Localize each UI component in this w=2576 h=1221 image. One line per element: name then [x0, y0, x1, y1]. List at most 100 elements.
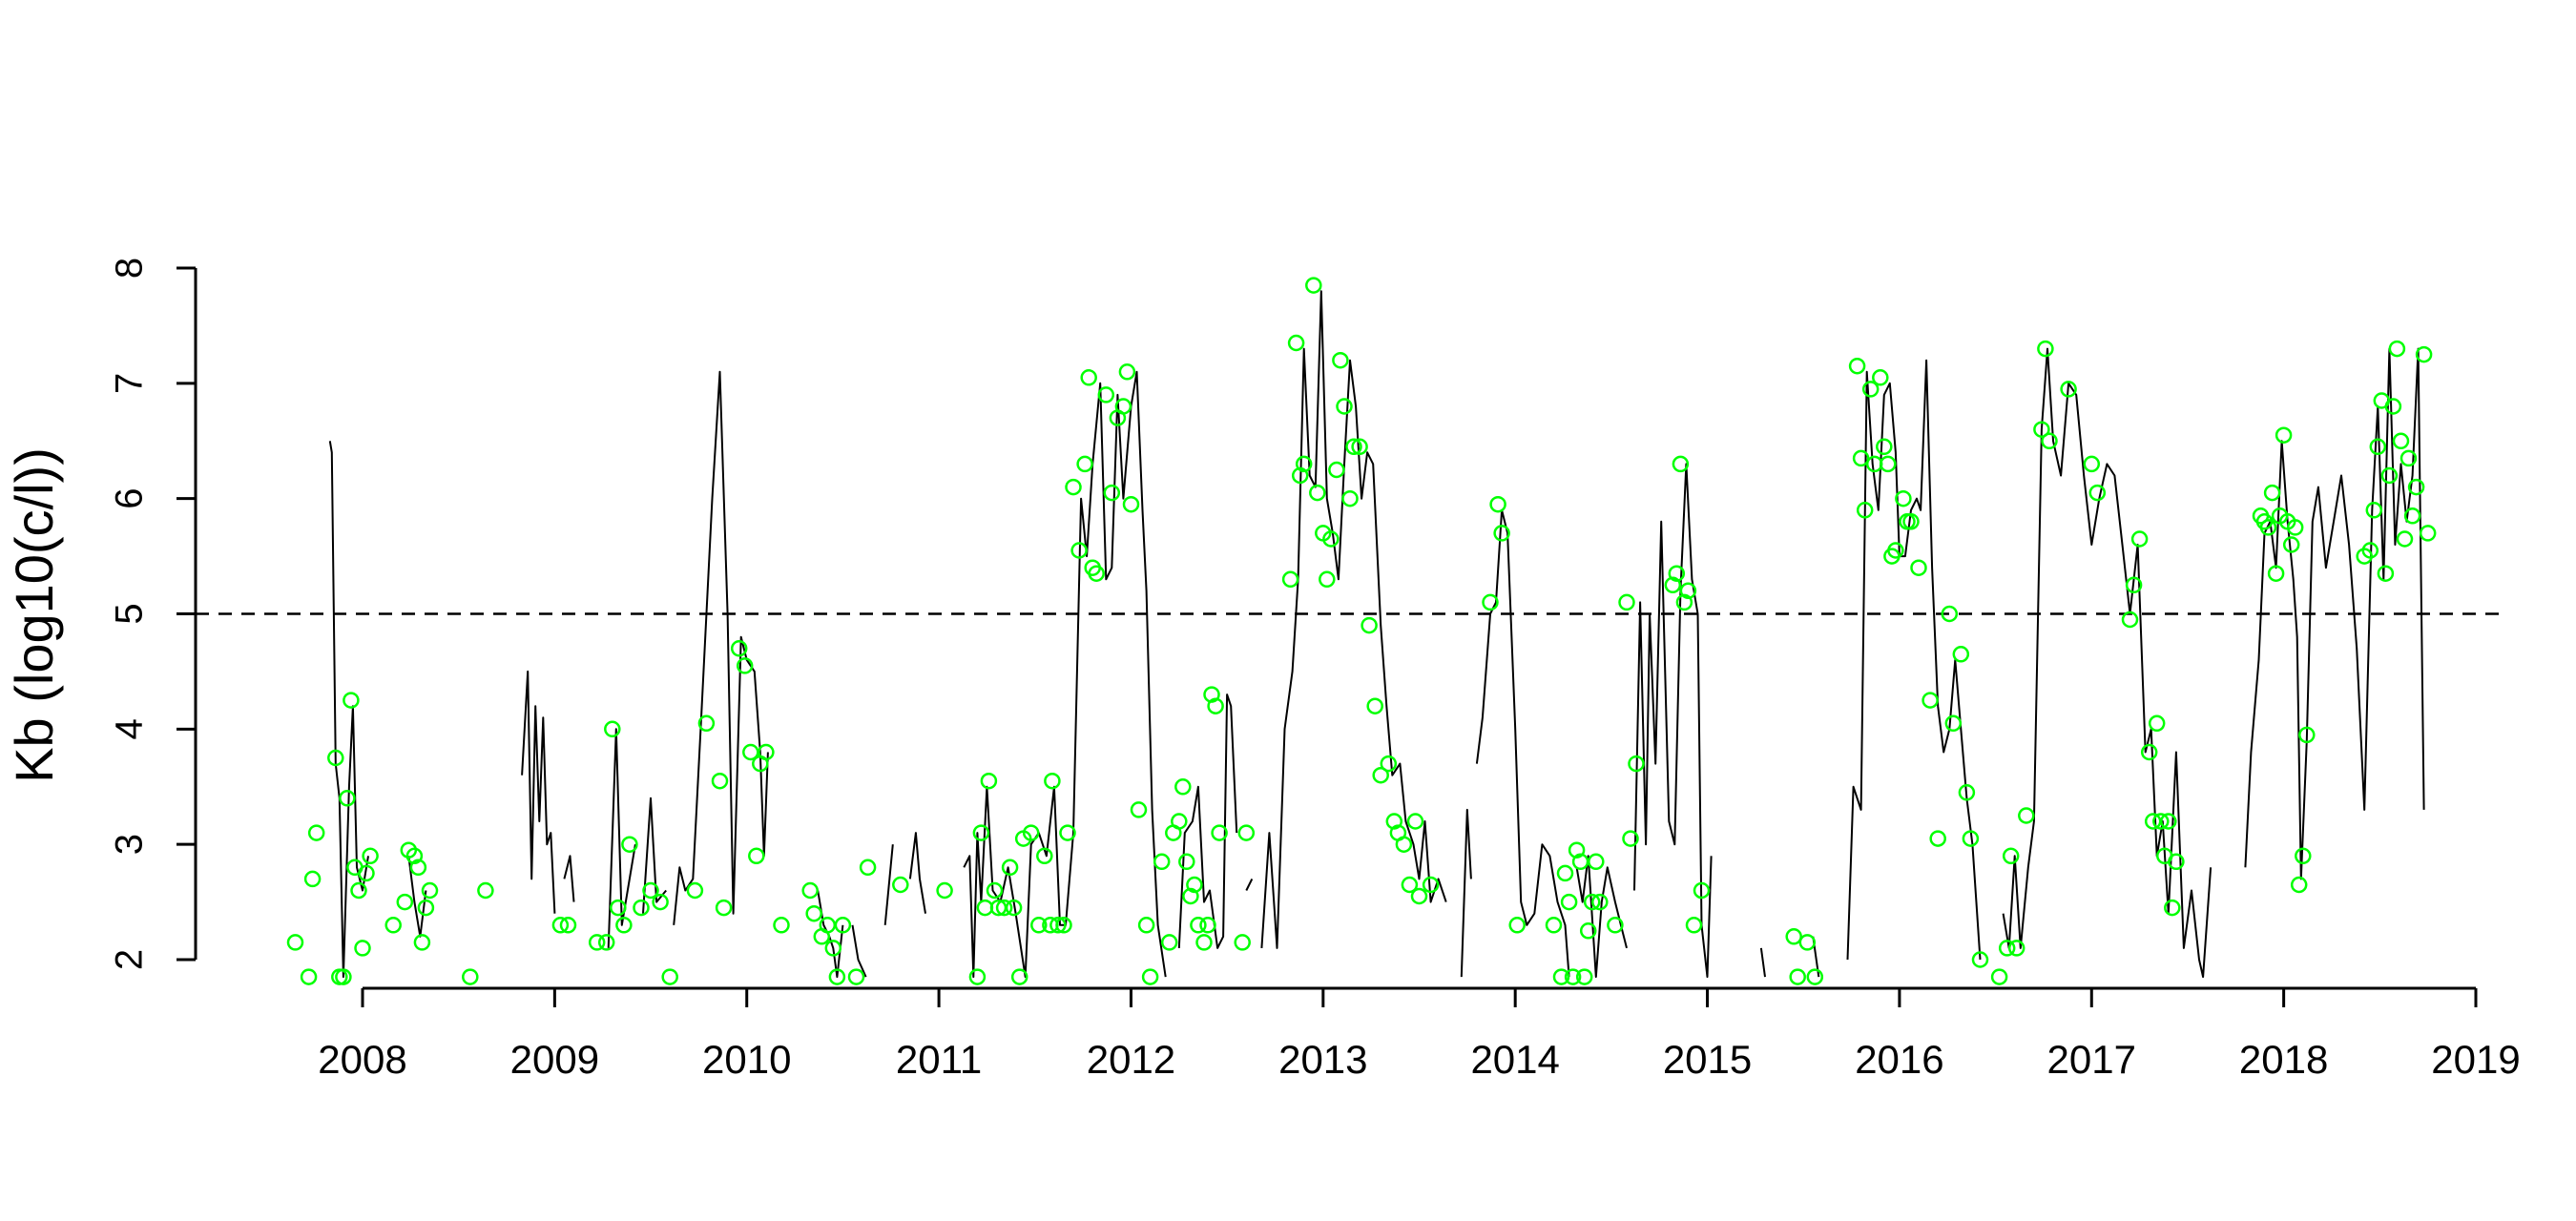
- data-point: [1351, 438, 1368, 456]
- x-tick-label: 2010: [702, 1037, 791, 1082]
- data-point: [1941, 605, 1959, 623]
- y-tick-label: 6: [109, 488, 151, 509]
- data-point: [462, 968, 479, 985]
- data-point: [1958, 784, 1976, 801]
- data-point: [409, 859, 427, 877]
- series-line: [1475, 508, 1570, 978]
- data-point: [2088, 484, 2107, 502]
- data-point: [1887, 542, 1904, 559]
- data-point: [1508, 917, 1526, 934]
- data-point: [1971, 951, 1989, 968]
- data-point: [995, 899, 1013, 917]
- series-line: [328, 441, 369, 979]
- series-line: [642, 797, 667, 914]
- series-line: [883, 844, 894, 925]
- series-points-layer: [286, 277, 2437, 985]
- data-point: [588, 934, 606, 951]
- data-point: [1195, 934, 1213, 951]
- x-tick-label: 2011: [896, 1037, 982, 1082]
- data-point: [1672, 455, 1690, 473]
- series-line: [563, 855, 575, 902]
- series-line: [1260, 290, 1447, 949]
- data-point: [339, 790, 356, 807]
- data-point: [1395, 836, 1413, 853]
- data-point: [1922, 692, 1939, 709]
- data-point: [715, 899, 733, 917]
- data-point: [824, 940, 842, 957]
- data-point: [1493, 525, 1510, 542]
- data-point: [2369, 438, 2387, 456]
- data-point: [1336, 398, 1353, 415]
- data-point: [2365, 502, 2383, 519]
- series-line: [1575, 855, 1628, 979]
- data-point: [711, 772, 729, 790]
- data-point: [1401, 876, 1419, 894]
- data-point: [986, 881, 1004, 900]
- data-point: [1174, 778, 1192, 796]
- data-point: [307, 824, 325, 841]
- data-point: [1361, 616, 1378, 634]
- data-point: [773, 917, 790, 934]
- data-point: [327, 749, 344, 767]
- data-point: [736, 657, 754, 674]
- data-point: [405, 847, 424, 865]
- data-point: [1291, 466, 1309, 485]
- data-point: [1798, 934, 1817, 951]
- data-point: [661, 968, 678, 985]
- data-point: [1076, 455, 1093, 473]
- data-point: [1332, 351, 1349, 369]
- data-point: [417, 899, 435, 917]
- data-point: [1861, 381, 1880, 398]
- data-point: [1872, 369, 1889, 386]
- data-point: [604, 720, 621, 738]
- data-point: [730, 640, 748, 657]
- y-tick-label: 8: [109, 258, 151, 279]
- data-point: [1990, 968, 2008, 985]
- data-point: [2164, 899, 2181, 917]
- data-point: [1785, 928, 1802, 945]
- data-point: [2396, 530, 2414, 548]
- data-point: [421, 881, 439, 900]
- data-point: [1848, 357, 1866, 375]
- data-point: [1281, 570, 1299, 589]
- data-point: [801, 881, 819, 900]
- data-point: [2290, 876, 2308, 894]
- series-line: [1633, 463, 1713, 979]
- y-tick-label: 2: [109, 949, 151, 970]
- data-point: [362, 847, 379, 865]
- x-tick-label: 2017: [2047, 1037, 2136, 1082]
- data-point: [1952, 646, 1970, 663]
- data-point: [2361, 542, 2379, 559]
- data-point: [2377, 565, 2395, 582]
- y-tick-label: 3: [109, 834, 151, 855]
- data-point: [1998, 940, 2016, 957]
- data-point: [1044, 772, 1061, 790]
- data-point: [1203, 686, 1220, 703]
- data-point: [2130, 530, 2149, 548]
- data-point: [1607, 917, 1624, 934]
- data-point: [1880, 455, 1897, 473]
- data-point: [1186, 876, 1203, 894]
- series-line: [963, 370, 1167, 979]
- data-point: [1030, 917, 1048, 934]
- data-point: [1545, 917, 1563, 934]
- data-point: [1865, 455, 1883, 473]
- axes: 2 3 4 5 6 7 8 2008 2009 2010 2011 2012 2013 2014 2015 2…: [109, 258, 2521, 1082]
- data-point: [597, 934, 615, 951]
- data-point: [1153, 853, 1171, 871]
- data-point: [1556, 864, 1574, 882]
- data-point: [686, 881, 704, 900]
- data-point: [1322, 530, 1340, 548]
- data-point: [350, 881, 367, 900]
- data-point: [936, 881, 953, 900]
- data-point: [2041, 432, 2058, 450]
- data-point: [1178, 853, 1195, 871]
- data-point: [2152, 813, 2170, 830]
- data-point: [2295, 847, 2312, 865]
- data-point: [1380, 755, 1398, 773]
- data-point: [1560, 893, 1578, 911]
- data-point: [1059, 824, 1076, 841]
- data-point: [477, 881, 494, 900]
- x-tick-label: 2013: [1278, 1037, 1367, 1082]
- data-point: [2356, 548, 2373, 565]
